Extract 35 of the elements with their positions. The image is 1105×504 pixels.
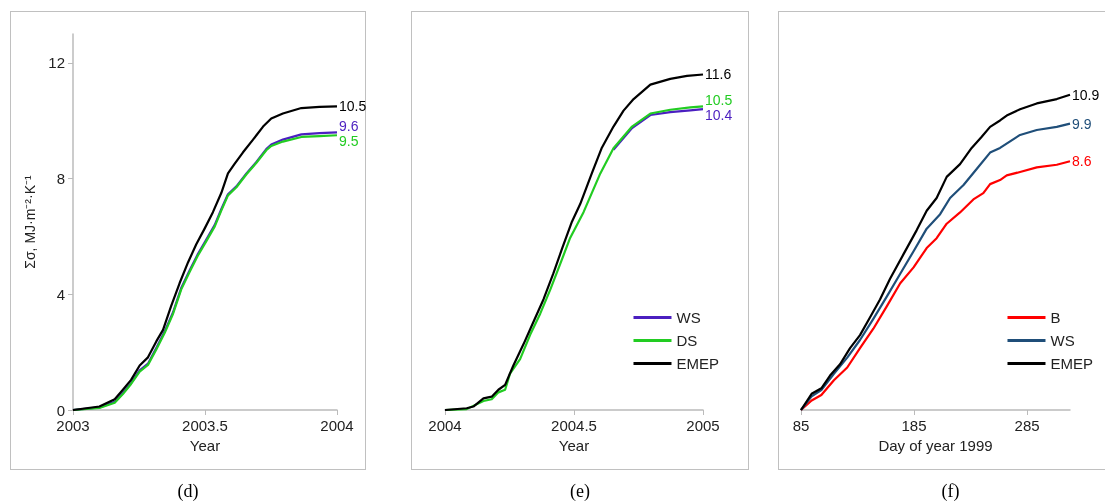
x-axis-title: Year bbox=[558, 437, 590, 454]
x-tick-label: 85 bbox=[792, 417, 810, 434]
x-tick-label: 2004 bbox=[428, 417, 462, 434]
legend-label: DS bbox=[676, 332, 698, 349]
text: (d) bbox=[177, 481, 199, 502]
y-tick-label: 4 bbox=[56, 285, 65, 303]
data-label: 9.9 bbox=[1072, 115, 1092, 132]
x-tick-label: 285 bbox=[1014, 417, 1040, 434]
y-tick-label: 0 bbox=[56, 401, 65, 419]
legend-label: WS bbox=[1050, 332, 1075, 349]
y-tick-label: 8 bbox=[56, 170, 65, 188]
x-tick-label: 2003.5 bbox=[182, 417, 228, 434]
legend-label: EMEP bbox=[1050, 355, 1094, 372]
legend-label: EMEP bbox=[676, 355, 720, 372]
x-tick-label: 2005 bbox=[686, 417, 720, 434]
data-label: 10.4 bbox=[705, 107, 733, 124]
data-label: 9.5 bbox=[339, 133, 359, 150]
data-label: 10.5 bbox=[705, 92, 733, 109]
y-tick-label: 12 bbox=[48, 54, 65, 72]
x-tick-label: 2004 bbox=[320, 417, 354, 434]
data-label: 11.6 bbox=[705, 66, 732, 83]
x-tick-label: 2004.5 bbox=[551, 417, 597, 434]
x-axis-title: Day of year 1999 bbox=[878, 437, 993, 454]
text: (e) bbox=[570, 481, 590, 502]
legend-label: B bbox=[1050, 309, 1061, 326]
text: (f) bbox=[941, 481, 960, 502]
data-label: 10.9 bbox=[1072, 86, 1100, 103]
x-tick-label: 185 bbox=[901, 417, 927, 434]
legend-label: WS bbox=[676, 309, 701, 326]
x-axis-title: Year bbox=[189, 437, 221, 454]
data-label: 10.5 bbox=[339, 98, 367, 115]
x-tick-label: 2003 bbox=[56, 417, 90, 434]
data-label: 9.6 bbox=[339, 118, 359, 135]
data-label: 8.6 bbox=[1072, 153, 1092, 170]
y-axis-title: Σσ, MJ·m⁻²·K⁻¹ bbox=[22, 174, 39, 269]
